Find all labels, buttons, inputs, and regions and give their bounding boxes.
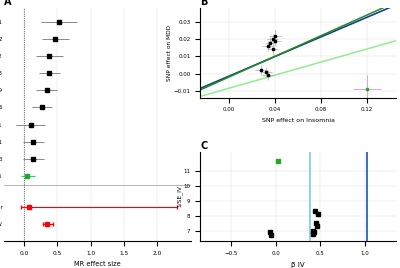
X-axis label: SNP effect on Insomnia: SNP effect on Insomnia: [262, 118, 334, 123]
X-axis label: MR effect size: MR effect size: [74, 262, 121, 267]
X-axis label: β_IV: β_IV: [291, 262, 305, 268]
Text: C: C: [200, 141, 207, 151]
Text: B: B: [200, 0, 208, 7]
Y-axis label: SNP effect on MDD: SNP effect on MDD: [167, 25, 172, 81]
Text: A: A: [4, 0, 12, 7]
Y-axis label: 1/SE_IV: 1/SE_IV: [176, 185, 182, 207]
